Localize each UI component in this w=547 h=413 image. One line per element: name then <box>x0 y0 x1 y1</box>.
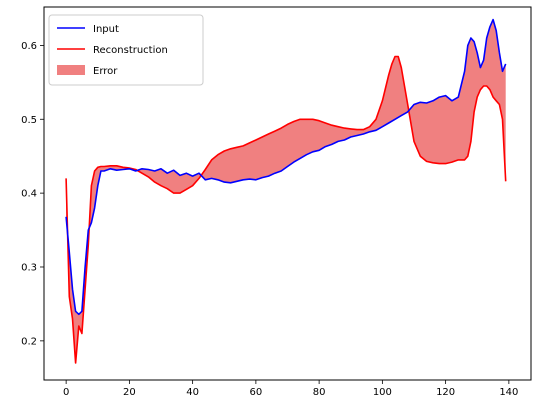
x-tick-label: 20 <box>123 387 136 398</box>
x-tick-label: 140 <box>499 387 518 398</box>
input-line <box>65 18 507 316</box>
legend-error-label: Error <box>93 66 118 77</box>
reconstruction-line <box>65 55 507 364</box>
x-tick-label: 120 <box>436 387 455 398</box>
y-tick-label: 0.2 <box>21 336 37 347</box>
x-axis-ticks: 0 20 40 60 80 100 120 140 <box>63 380 518 398</box>
error-area <box>66 19 506 363</box>
x-tick-label: 0 <box>63 387 69 398</box>
x-tick-label: 100 <box>373 387 392 398</box>
error-area-layer <box>66 19 506 363</box>
y-tick-label: 0.6 <box>21 41 37 52</box>
y-axis-ticks: 0.2 0.3 0.4 0.5 0.6 <box>21 41 44 347</box>
y-tick-label: 0.5 <box>21 115 37 126</box>
y-tick-label: 0.3 <box>21 262 37 273</box>
series-lines-layer <box>65 18 507 364</box>
x-tick-label: 80 <box>313 387 326 398</box>
x-tick-label: 60 <box>250 387 263 398</box>
y-tick-label: 0.4 <box>21 189 37 200</box>
x-tick-label: 40 <box>186 387 199 398</box>
legend-error-swatch <box>57 65 85 75</box>
legend-input-label: Input <box>93 24 119 35</box>
legend-box <box>48 14 204 86</box>
legend-reconstruction-label: Reconstruction <box>93 45 168 56</box>
legend: Input Reconstruction Error <box>48 14 204 86</box>
